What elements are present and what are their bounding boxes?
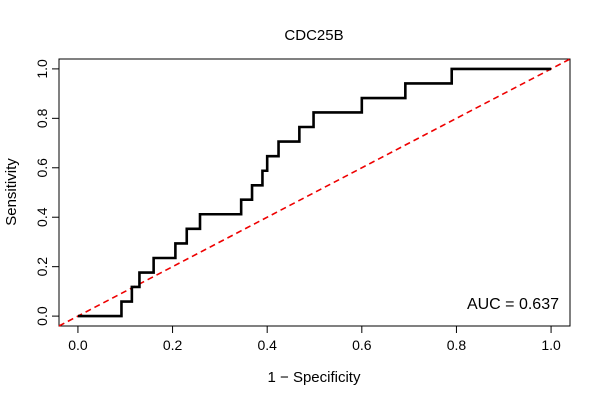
x-axis-label: 1 − Specificity: [268, 369, 361, 386]
x-tick-label: 0.2: [163, 337, 183, 353]
x-tick-label: 0.6: [352, 337, 372, 353]
y-axis-label: Sensitivity: [3, 158, 20, 226]
x-tick-label: 0.8: [447, 337, 467, 353]
chart-title: CDC25B: [284, 27, 343, 44]
roc-curve: [77, 67, 552, 318]
reference-diagonal-line: [58, 58, 571, 327]
x-tick-label: 0.0: [68, 337, 88, 353]
x-axis: 0.0 0.2 0.4 0.6 0.8 1.0: [68, 325, 561, 353]
y-tick-label: 0.6: [34, 158, 50, 178]
y-tick-label: 1.0: [34, 59, 50, 79]
y-tick-label: 0.0: [34, 306, 50, 326]
auc-annotation: AUC = 0.637: [467, 296, 559, 313]
series-layer: [58, 58, 571, 327]
x-tick-label: 1.0: [541, 337, 561, 353]
x-tick-label: 0.4: [257, 337, 277, 353]
y-tick-label: 0.4: [34, 207, 50, 227]
y-tick-label: 0.2: [34, 257, 50, 277]
y-axis: 0.0 0.2 0.4 0.6 0.8 1.0: [34, 59, 60, 326]
y-tick-label: 0.8: [34, 108, 50, 128]
